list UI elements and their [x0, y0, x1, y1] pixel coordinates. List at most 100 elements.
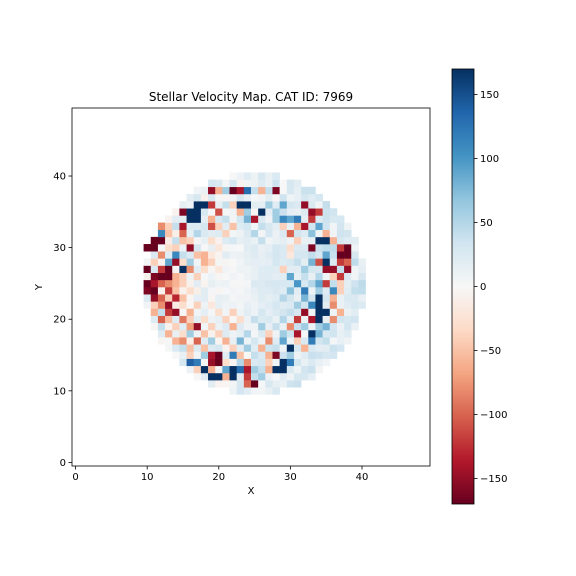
- heatmap-cell: [172, 322, 180, 331]
- heatmap-cell: [251, 380, 259, 388]
- heatmap-cell: [279, 351, 288, 359]
- heatmap-cell: [193, 344, 202, 352]
- colorbar: [451, 68, 475, 505]
- heatmap-cell: [293, 308, 302, 316]
- heatmap-cell: [279, 301, 288, 309]
- heatmap-cell: [322, 344, 331, 352]
- heatmap-cell: [215, 329, 223, 338]
- heatmap-cell: [172, 287, 180, 295]
- heatmap-cell: [315, 358, 323, 367]
- heatmap-cell: [172, 294, 180, 302]
- heatmap-cell: [293, 315, 302, 324]
- heatmap-cell: [215, 380, 223, 388]
- heatmap-cell: [293, 358, 302, 367]
- heatmap-cell: [208, 294, 216, 302]
- heatmap-cell: [308, 301, 316, 309]
- heatmap-cell: [222, 258, 230, 266]
- heatmap-cell: [322, 236, 331, 245]
- heatmap-cell: [165, 287, 173, 295]
- heatmap-cell: [301, 186, 309, 195]
- heatmap-cell: [229, 358, 237, 367]
- heatmap-cell: [215, 258, 223, 266]
- heatmap-cell: [315, 294, 323, 302]
- heatmap-cell: [229, 372, 237, 381]
- heatmap-cell: [336, 344, 345, 352]
- heatmap-cell: [265, 351, 273, 359]
- heatmap-cell: [179, 315, 187, 324]
- heatmap-cell: [286, 179, 295, 188]
- heatmap-cell: [301, 315, 309, 324]
- heatmap-cell: [279, 358, 288, 367]
- heatmap-cell: [358, 301, 366, 309]
- heatmap-cell: [315, 351, 323, 359]
- heatmap-cell: [344, 315, 352, 324]
- heatmap-cell: [215, 279, 223, 288]
- heatmap-cell: [286, 351, 295, 359]
- heatmap-cell: [344, 329, 352, 338]
- heatmap-cell: [322, 329, 331, 338]
- heatmap-cell: [251, 387, 259, 395]
- heatmap-cell: [286, 301, 295, 309]
- heatmap-cell: [222, 279, 230, 288]
- heatmap-cell: [215, 315, 223, 324]
- heatmap-cell: [308, 351, 316, 359]
- heatmap-cell: [293, 208, 302, 216]
- heatmap-cell: [351, 315, 359, 324]
- heatmap-cell: [293, 380, 302, 388]
- heatmap-cell: [172, 222, 180, 231]
- heatmap-cell: [222, 201, 230, 209]
- heatmap-cell: [208, 322, 216, 331]
- heatmap-cell: [243, 179, 252, 188]
- heatmap-cell: [344, 308, 352, 316]
- heatmap-cell: [208, 351, 216, 359]
- heatmap-cell: [215, 287, 223, 295]
- heatmap-cell: [236, 201, 245, 209]
- heatmap-cell: [172, 279, 180, 288]
- heatmap-cell: [179, 244, 187, 252]
- heatmap-cell: [200, 351, 209, 359]
- heatmap-cell: [308, 236, 316, 245]
- heatmap-cell: [215, 337, 223, 345]
- heatmap-cell: [258, 179, 266, 188]
- heatmap-cell: [315, 301, 323, 309]
- heatmap-cell: [236, 365, 245, 374]
- heatmap-cell: [293, 344, 302, 352]
- heatmap-cell: [172, 229, 180, 238]
- heatmap-cell: [265, 258, 273, 266]
- heatmap-cell: [315, 322, 323, 331]
- heatmap-cell: [265, 337, 273, 345]
- heatmap-cell: [279, 272, 288, 281]
- heatmap-cell: [251, 229, 259, 238]
- heatmap-cell: [236, 380, 245, 388]
- heatmap-cell: [215, 179, 223, 188]
- heatmap-cell: [143, 294, 152, 302]
- heatmap-cell: [301, 244, 309, 252]
- x-tick-label: 40: [356, 472, 369, 483]
- heatmap-cell: [215, 265, 223, 273]
- heatmap-cell: [193, 265, 202, 273]
- heatmap-cell: [179, 272, 187, 281]
- heatmap-cell: [258, 244, 266, 252]
- heatmap-cell: [208, 179, 216, 188]
- heatmap-cell: [301, 215, 309, 223]
- heatmap-cell: [186, 215, 195, 223]
- heatmap-cell: [336, 222, 345, 231]
- heatmap-cell: [272, 337, 280, 345]
- heatmap-cell: [286, 193, 295, 202]
- heatmap-cell: [186, 287, 195, 295]
- heatmap-cell: [172, 258, 180, 266]
- heatmap-cell: [165, 236, 173, 245]
- heatmap-cell: [351, 279, 359, 288]
- heatmap-cell: [344, 272, 352, 281]
- heatmap-cell: [236, 222, 245, 231]
- x-tick-label: 20: [212, 472, 225, 483]
- heatmap-cell: [208, 329, 216, 338]
- heatmap-cell: [279, 236, 288, 245]
- heatmap-cell: [236, 229, 245, 238]
- heatmap-cell: [186, 294, 195, 302]
- heatmap-cell: [251, 372, 259, 381]
- heatmap-cell: [308, 287, 316, 295]
- heatmap-cell: [258, 251, 266, 259]
- heatmap-cell: [157, 265, 166, 273]
